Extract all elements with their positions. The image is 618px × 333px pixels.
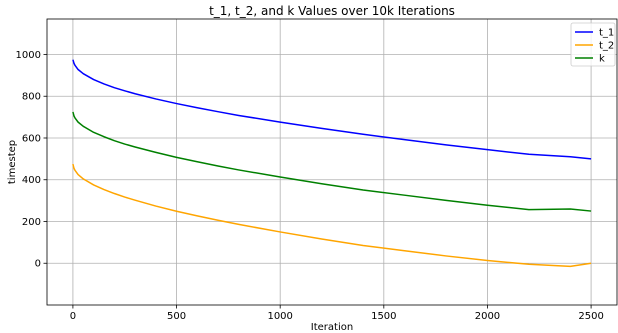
legend-label: k [599, 54, 605, 65]
x-tick-label: 1500 [371, 311, 396, 322]
x-tick-label: 0 [70, 311, 76, 322]
y-tick-label: 800 [22, 92, 41, 103]
x-tick-label: 2000 [475, 311, 500, 322]
ticks: 0 500 1000 1500 2000 2500 0 200 400 600 800 1000 [16, 50, 604, 322]
legend-label: t_2 [599, 41, 614, 52]
y-tick-label: 200 [22, 217, 41, 228]
x-tick-label: 1000 [267, 311, 292, 322]
y-tick-label: 0 [35, 259, 41, 270]
series-line-k [72, 111, 592, 212]
series-line-t2 [72, 163, 592, 268]
series-line-t1 [72, 59, 592, 160]
y-tick-label: 1000 [16, 50, 41, 61]
plot-frame [46, 18, 618, 306]
y-tick-label: 400 [22, 175, 41, 186]
legend-label: t_1 [599, 28, 614, 39]
x-tick-label: 500 [167, 311, 186, 322]
legend: t_1 t_2k [570, 22, 616, 67]
y-tick-label: 600 [22, 133, 41, 144]
x-tick-label: 2500 [578, 311, 603, 322]
y-axis-title: timestep [7, 140, 18, 184]
x-axis-title: Iteration [311, 322, 353, 333]
series-layer [72, 59, 592, 268]
chart-title: t_1, t_2, and k Values over 10k Iteratio… [209, 4, 455, 18]
